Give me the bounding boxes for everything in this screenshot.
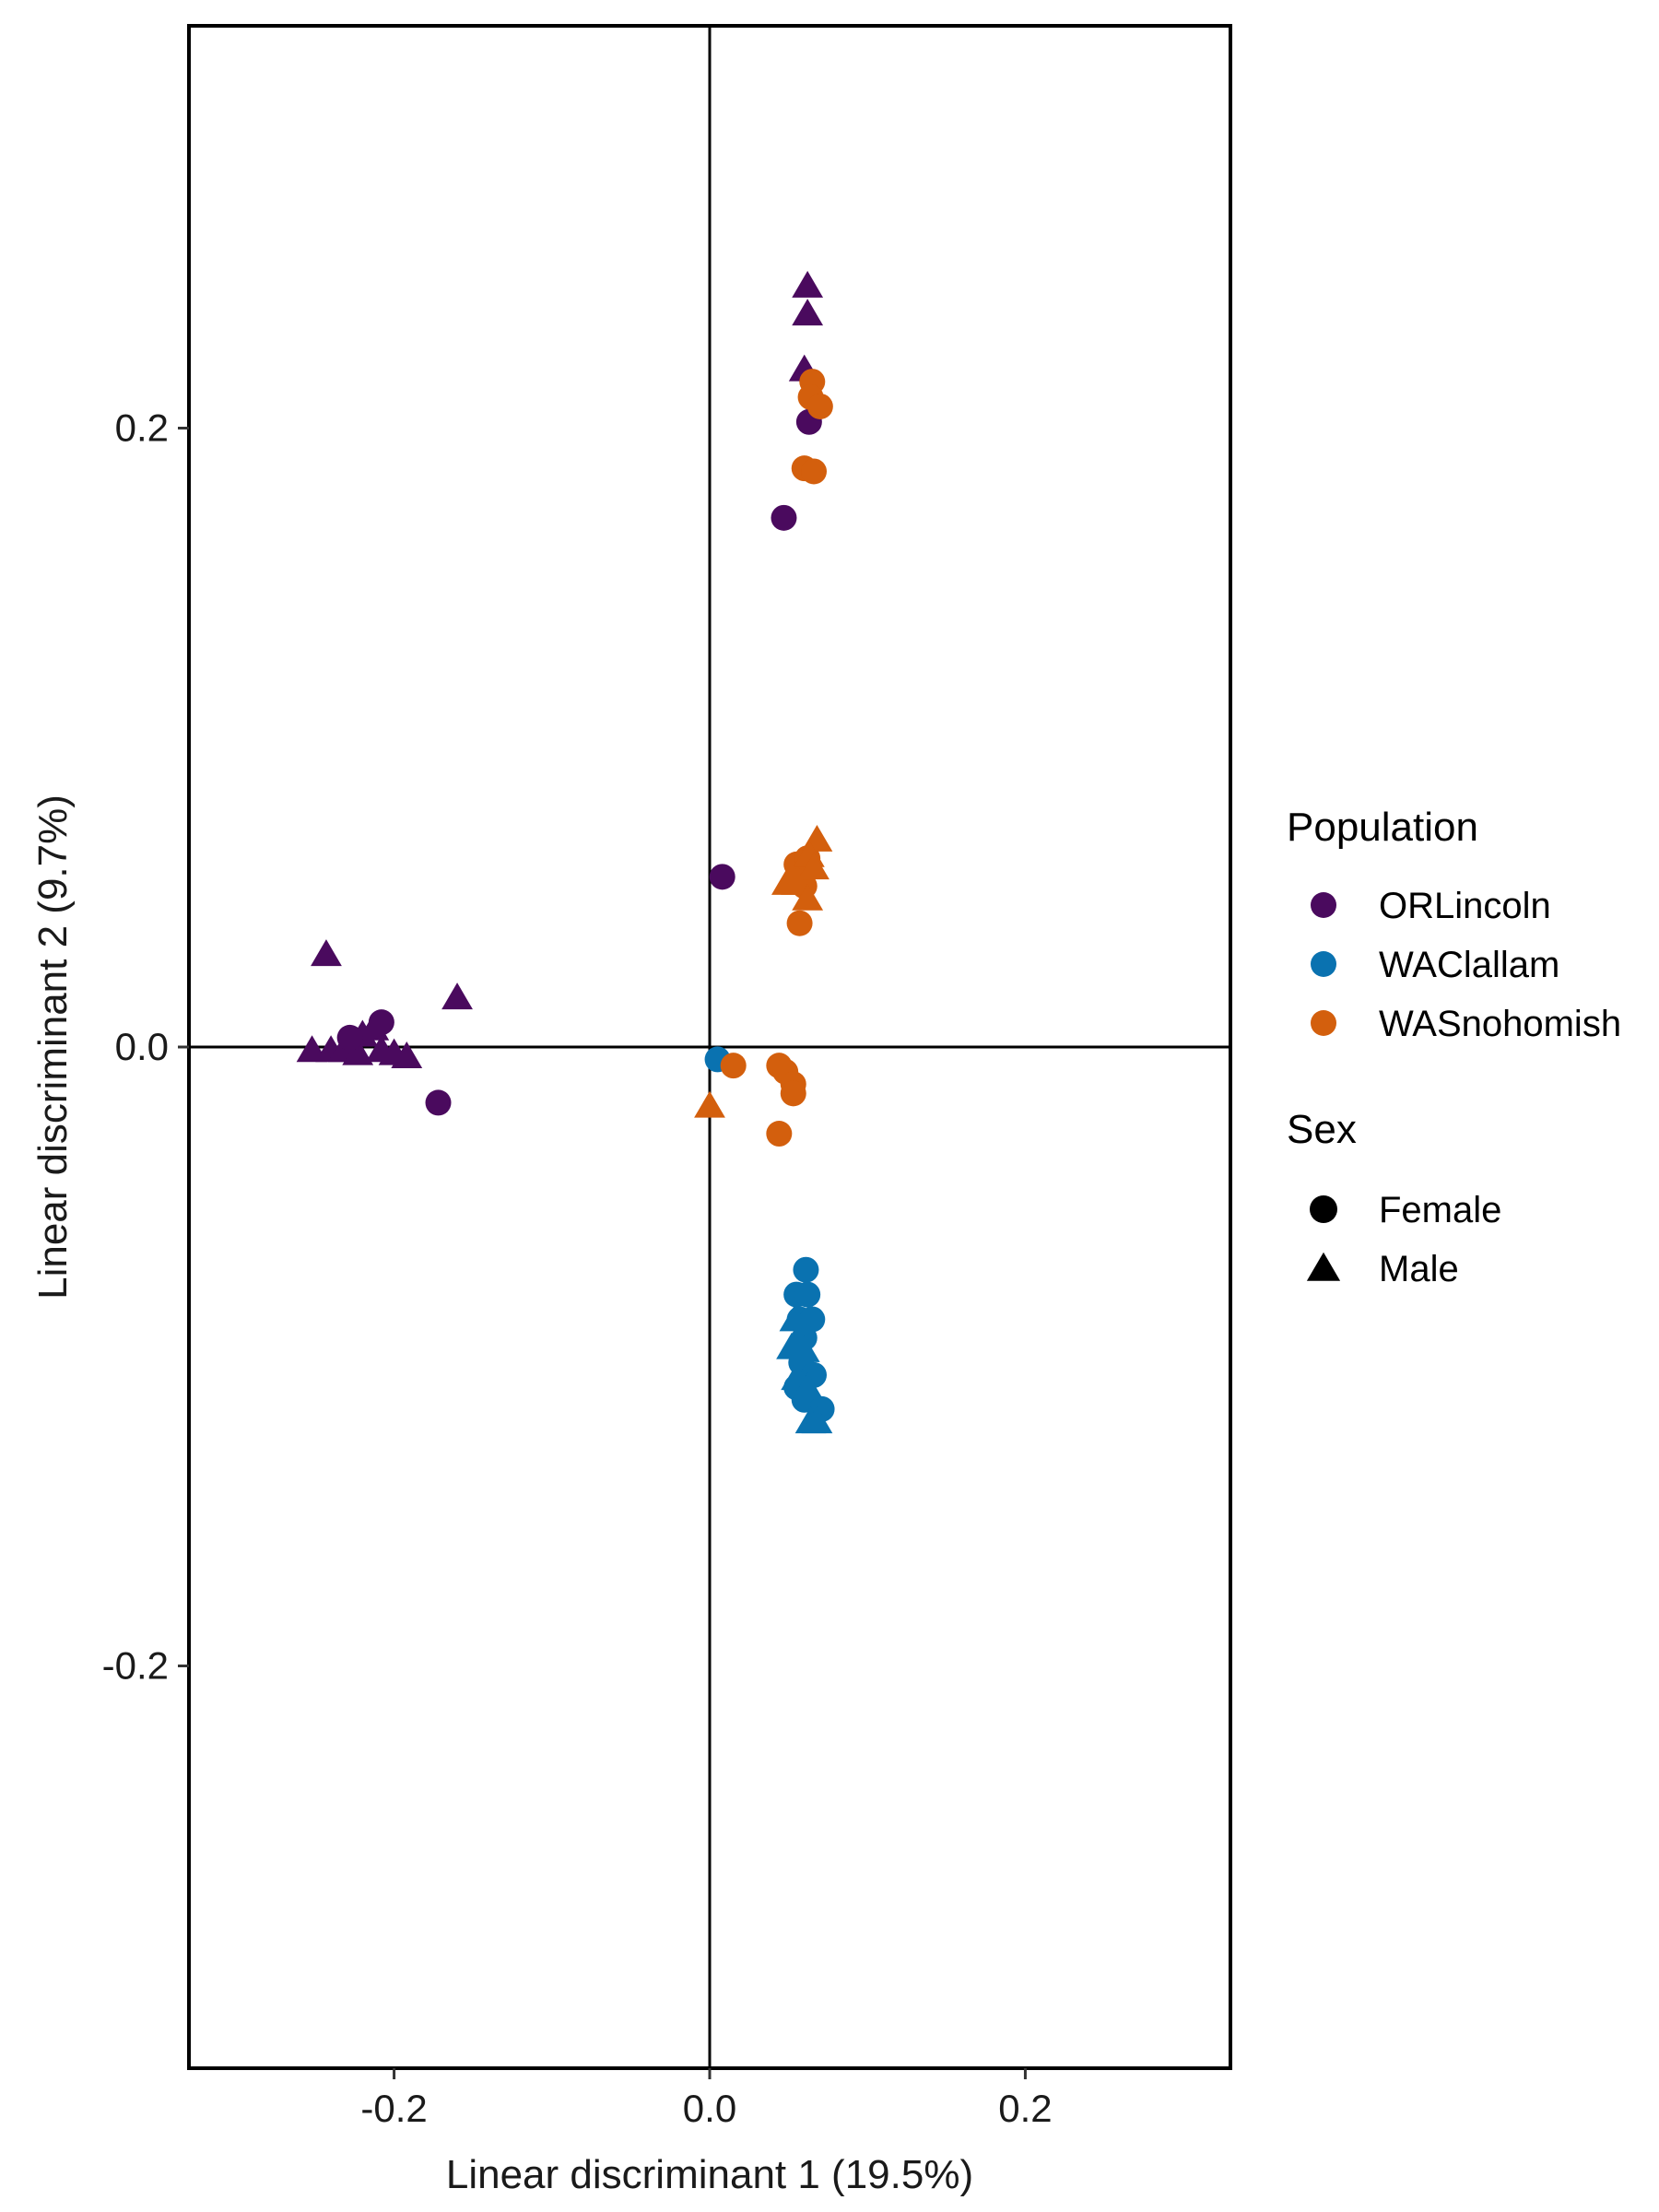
data-point-wasnohomish-male <box>694 1090 725 1118</box>
data-point-orlincoln-female <box>368 1009 394 1036</box>
legend-swatch-female <box>1310 1195 1337 1223</box>
data-point-waclallam-male <box>779 1304 811 1332</box>
legend-label-waclallam: WAClallam <box>1379 945 1559 985</box>
legend: Population ORLincoln WAClallam WASnohomish… <box>1287 805 1621 1289</box>
data-point-wasnohomish-female <box>780 1080 806 1107</box>
legend-sex-title: Sex <box>1287 1107 1357 1152</box>
plot-area <box>187 24 1232 2070</box>
legend-label-female: Female <box>1379 1190 1501 1230</box>
data-point-orlincoln-male <box>391 1041 423 1068</box>
x-axis: -0.2 0.0 0.2 <box>360 2068 1053 2130</box>
data-point-orlincoln-male <box>342 1038 374 1065</box>
y-tick-label: -0.2 <box>102 1644 169 1688</box>
data-point-orlincoln-male <box>441 982 473 1010</box>
legend-swatch-wasnohomish <box>1311 1010 1336 1036</box>
x-axis-title: Linear discriminant 1 (19.5%) <box>446 2152 973 2197</box>
data-point-wasnohomish-female <box>806 393 833 419</box>
data-point-wasnohomish-male <box>798 853 830 880</box>
legend-label-male: Male <box>1379 1249 1459 1289</box>
data-point-wasnohomish-male <box>792 883 824 911</box>
legend-swatch-orlincoln <box>1311 892 1336 918</box>
data-point-wasnohomish-female <box>786 910 813 936</box>
data-point-orlincoln-male <box>311 939 342 967</box>
data-point-waclallam-male <box>792 1372 824 1400</box>
legend-label-orlincoln: ORLincoln <box>1379 886 1551 926</box>
legend-label-wasnohomish: WASnohomish <box>1379 1004 1621 1044</box>
y-axis-title: Linear discriminant 2 (9.7%) <box>30 794 76 1300</box>
x-tick-label: 0.0 <box>683 2087 736 2130</box>
y-tick-label: 0.2 <box>115 406 169 449</box>
legend-population-items: ORLincoln WAClallam WASnohomish <box>1311 886 1621 1044</box>
data-point-orlincoln-female <box>709 864 735 890</box>
data-point-wasnohomish-female <box>720 1053 747 1079</box>
data-point-orlincoln-female <box>425 1089 452 1116</box>
legend-sex-items: Female Male <box>1306 1190 1501 1289</box>
x-tick-label: -0.2 <box>360 2087 427 2130</box>
legend-swatch-waclallam <box>1311 951 1336 977</box>
legend-swatch-male <box>1306 1252 1341 1281</box>
data-point-orlincoln-male <box>792 299 824 326</box>
data-point-orlincoln-female <box>336 1024 363 1051</box>
x-tick-label: 0.2 <box>998 2087 1052 2130</box>
data-point-orlincoln-female <box>771 504 797 531</box>
data-point-wasnohomish-male <box>781 867 813 895</box>
data-point-wasnohomish-female <box>801 458 827 485</box>
data-point-waclallam-female <box>794 1281 821 1308</box>
y-axis: -0.2 0.0 0.2 <box>102 406 189 1688</box>
data-point-waclallam-male <box>801 1406 833 1434</box>
data-point-waclallam-male <box>788 1335 820 1362</box>
data-point-wasnohomish-female <box>766 1121 793 1147</box>
y-tick-label: 0.0 <box>115 1025 169 1068</box>
data-points <box>296 270 835 1434</box>
data-point-orlincoln-male <box>792 270 824 298</box>
legend-population-title: Population <box>1287 805 1478 850</box>
data-point-waclallam-female <box>793 1256 819 1283</box>
